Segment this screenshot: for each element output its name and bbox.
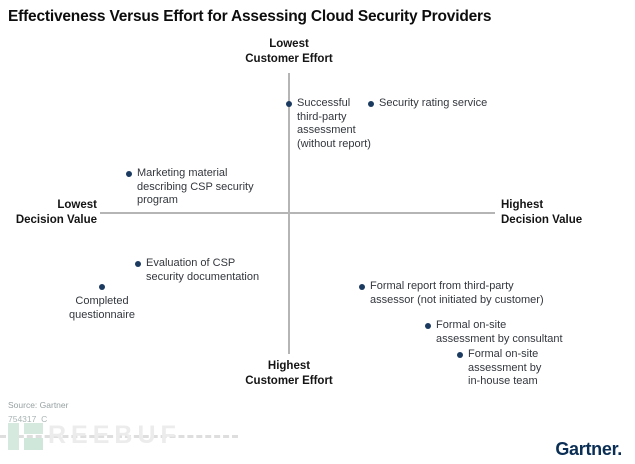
data-point-label: Formal report from third-party assessor … (370, 280, 544, 306)
chart-title: Effectiveness Versus Effort for Assessin… (8, 8, 492, 25)
data-point-dot (286, 101, 292, 107)
data-point-dot (368, 101, 374, 107)
watermark-dashes (0, 435, 238, 438)
source-text: Source: Gartner (8, 400, 69, 410)
data-point-dot (126, 171, 132, 177)
horizontal-axis-line (100, 212, 495, 214)
gartner-logo: Gartner. (555, 439, 622, 459)
data-point-dot (359, 284, 365, 290)
freebuf-watermark: REEBUF (0, 421, 238, 451)
data-point-label: Marketing material describing CSP securi… (137, 167, 254, 206)
freebuf-logo-icon (8, 423, 19, 450)
axis-label-lowest-customer-effort: Lowest Customer Effort (245, 38, 333, 65)
data-point-label: Formal on-site assessment by consultant (436, 319, 563, 345)
data-point-dot (135, 261, 141, 267)
data-point-label: Successful third-party assessment (witho… (297, 97, 371, 150)
data-point-dot (99, 284, 105, 290)
data-point-label: Evaluation of CSP security documentation (146, 257, 260, 283)
data-point-label: Formal on-site assessment by in-house te… (468, 348, 542, 387)
axis-label-lowest-decision-value: Lowest Decision Value (15, 199, 97, 226)
watermark-text: REEBUF (48, 421, 181, 449)
data-point-dot (457, 352, 463, 358)
data-point-dot (425, 323, 431, 329)
freebuf-logo-icon (24, 438, 43, 450)
freebuf-logo-icon (24, 423, 43, 434)
axis-label-highest-customer-effort: Highest Customer Effort (245, 360, 333, 387)
figure-id-text: 754317_C (8, 414, 48, 424)
data-point-label: Security rating service (379, 97, 488, 109)
axis-label-highest-decision-value: Highest Decision Value (501, 199, 583, 226)
data-point-label: Completed questionnaire (68, 295, 136, 321)
